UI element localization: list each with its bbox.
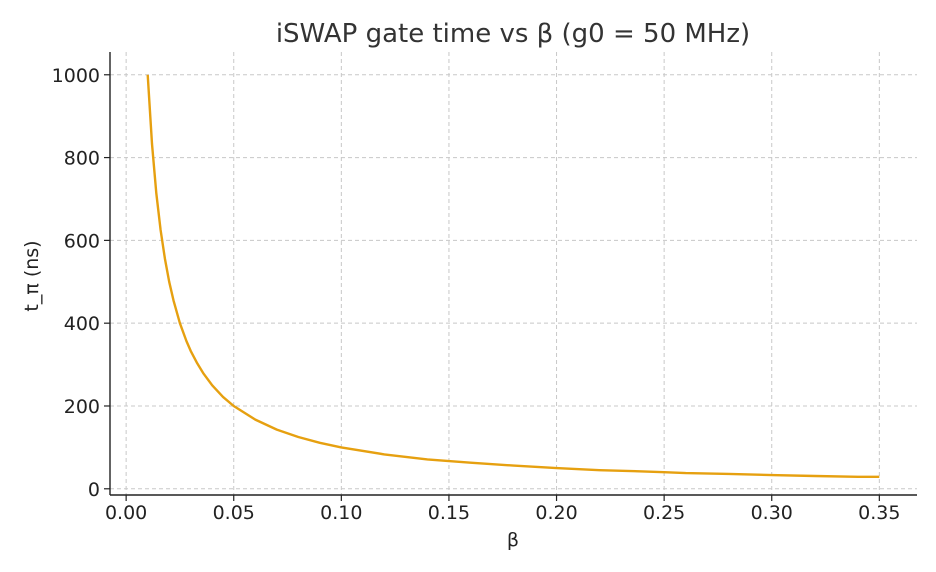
- y-tick-label: 1000: [52, 65, 100, 87]
- y-tick-label: 600: [64, 230, 100, 252]
- axes: [109, 52, 917, 496]
- series-line: [146, 74, 880, 478]
- x-tick-label: 0.35: [858, 502, 900, 524]
- x-tick-label: 0.05: [213, 502, 255, 524]
- y-tick-label: 200: [64, 396, 100, 418]
- grid: [110, 52, 917, 495]
- x-tick-label: 0.20: [535, 502, 577, 524]
- y-tick-label: 0: [88, 479, 100, 501]
- x-tick-label: 0.15: [428, 502, 470, 524]
- x-ticks: 0.00 0.05 0.10 0.15 0.20 0.25 0.30 0.35: [105, 495, 900, 524]
- x-axis-label: β: [507, 529, 519, 551]
- series-layer: [146, 74, 880, 478]
- x-tick-label: 0.10: [320, 502, 362, 524]
- y-tick-label: 800: [64, 148, 100, 170]
- y-axis-label: t_π (ns): [21, 240, 43, 311]
- chart-title: iSWAP gate time vs β (g0 = 50 MHz): [276, 19, 750, 49]
- x-tick-label: 0.25: [643, 502, 685, 524]
- y-tick-label: 400: [64, 313, 100, 335]
- y-ticks: 0 200 400 600 800 1000: [52, 65, 110, 501]
- x-tick-label: 0.30: [751, 502, 793, 524]
- x-tick-label: 0.00: [105, 502, 147, 524]
